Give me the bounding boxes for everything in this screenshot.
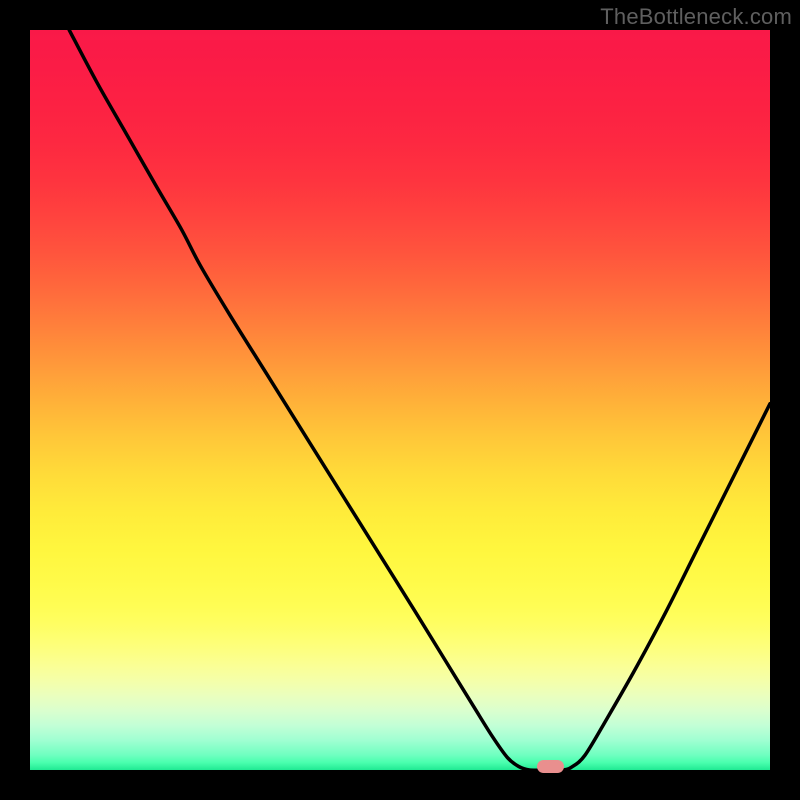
gradient-background [30, 30, 770, 770]
chart-svg [30, 30, 770, 770]
chart-plot-area [30, 30, 770, 770]
watermark-text: TheBottleneck.com [600, 4, 792, 30]
min-point-marker [537, 760, 564, 773]
